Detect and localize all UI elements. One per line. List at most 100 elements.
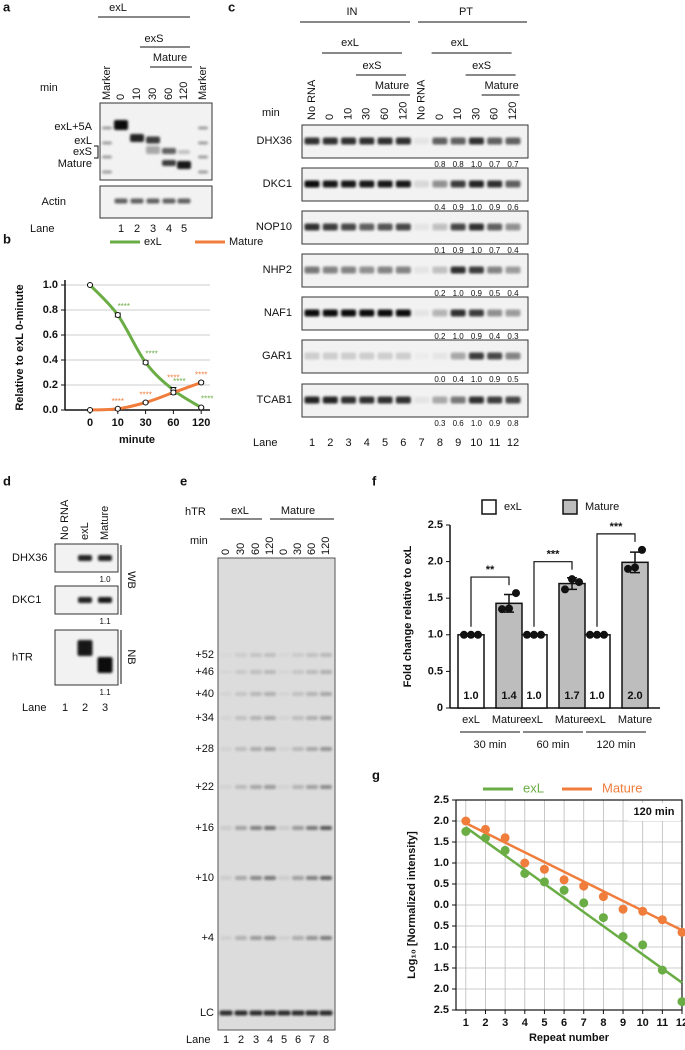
bracket <box>533 561 573 627</box>
repeat-label: +34 <box>195 712 214 724</box>
quant: 0.5 <box>489 289 501 298</box>
band <box>320 670 332 674</box>
replicate-point <box>631 563 639 572</box>
band <box>234 1010 248 1016</box>
quant: 1.0 <box>471 160 483 169</box>
band <box>487 396 503 404</box>
lane-number: 6 <box>400 437 406 449</box>
data-point <box>480 833 490 843</box>
band <box>220 653 232 657</box>
lane-number: 7 <box>309 1034 315 1046</box>
y-tick-label: 0.2 <box>43 379 58 391</box>
header: exS <box>472 60 491 72</box>
band <box>305 1010 319 1016</box>
band <box>278 826 290 830</box>
data-point <box>87 282 93 288</box>
lane-number: 5 <box>382 437 388 449</box>
x-tick-label: 11 <box>657 1017 669 1029</box>
x-tick-label: 4 <box>522 1017 529 1029</box>
lane-header: 10 <box>342 108 354 120</box>
band <box>264 747 276 751</box>
band <box>304 180 320 188</box>
repeat-label: +40 <box>195 688 214 700</box>
band <box>278 785 290 789</box>
band <box>264 785 276 789</box>
x-tick-label: 60 <box>167 417 179 429</box>
lane-number: 8 <box>437 437 443 449</box>
lane-number: 5 <box>181 223 187 235</box>
band <box>264 716 276 720</box>
quant: 0.4 <box>489 332 501 341</box>
lane-number: 12 <box>507 437 519 449</box>
value-label: 2.0 <box>627 690 642 702</box>
data-point <box>114 312 121 318</box>
significance: **** <box>112 397 124 406</box>
band <box>292 747 304 751</box>
data-point <box>198 404 205 411</box>
band <box>359 180 375 188</box>
band <box>177 198 191 204</box>
band <box>487 266 503 274</box>
band <box>505 137 521 145</box>
band <box>304 223 320 231</box>
data-point <box>539 864 549 874</box>
band <box>359 137 375 145</box>
x-tick-label: 5 <box>541 1017 547 1029</box>
lane-number: 1 <box>223 1034 229 1046</box>
x-tick-label: 8 <box>600 1017 606 1029</box>
band <box>341 352 357 360</box>
band <box>304 396 320 404</box>
lane-header: 30 <box>147 88 159 100</box>
band <box>414 137 430 145</box>
quant: 0.9 <box>453 246 465 255</box>
band <box>77 640 93 656</box>
group-header: IN <box>347 6 358 18</box>
header: exS <box>363 60 382 72</box>
band <box>278 876 290 880</box>
band <box>146 136 160 144</box>
replicate-point <box>600 630 608 639</box>
blot-label: hTR <box>12 651 33 663</box>
quant: 0.4 <box>453 375 465 384</box>
band <box>264 876 276 880</box>
band <box>450 309 466 317</box>
y-tick-label: 1.5 <box>434 836 449 848</box>
lane-header: 0 <box>278 549 290 555</box>
band <box>162 148 176 154</box>
band-label: Mature <box>58 158 92 170</box>
band <box>98 597 112 603</box>
band <box>304 309 320 317</box>
band <box>432 266 448 274</box>
loading-label: Actin <box>42 196 66 208</box>
band <box>414 309 430 317</box>
protein-label: DHX36 <box>257 135 292 147</box>
band <box>322 309 338 317</box>
lane-number: 1 <box>118 223 124 235</box>
replicate-point <box>568 575 576 584</box>
band <box>432 180 448 188</box>
lane-header: 60 <box>379 108 391 120</box>
replicate-point <box>498 605 506 614</box>
protein-label: DKC1 <box>263 178 292 190</box>
band <box>306 936 318 940</box>
band <box>220 876 232 880</box>
panel-letter: e <box>180 473 187 488</box>
data-point <box>170 389 177 396</box>
x-tick-label: 10 <box>637 1017 649 1029</box>
band <box>304 137 320 145</box>
quant: 0.4 <box>507 289 519 298</box>
lane-header: 120 <box>507 102 519 120</box>
band <box>278 747 290 751</box>
band <box>450 223 466 231</box>
band <box>377 352 393 360</box>
band <box>306 876 318 880</box>
bar-label: exL <box>588 714 606 726</box>
lane-header: 120 <box>264 537 276 555</box>
method-label: WB <box>125 571 137 589</box>
method-label: NB <box>125 649 137 664</box>
band <box>322 180 338 188</box>
x-tick-label: 6 <box>561 1017 567 1029</box>
x-tick-label: 1 <box>463 1017 469 1029</box>
band <box>250 747 262 751</box>
replicate-point <box>467 630 475 639</box>
